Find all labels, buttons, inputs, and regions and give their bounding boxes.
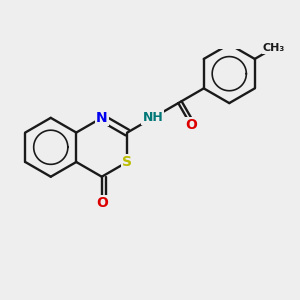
- Text: NH: NH: [142, 111, 163, 124]
- Text: CH₃: CH₃: [263, 43, 285, 53]
- Text: S: S: [122, 155, 132, 169]
- Text: N: N: [96, 111, 108, 125]
- Text: O: O: [96, 196, 108, 210]
- Text: O: O: [185, 118, 197, 132]
